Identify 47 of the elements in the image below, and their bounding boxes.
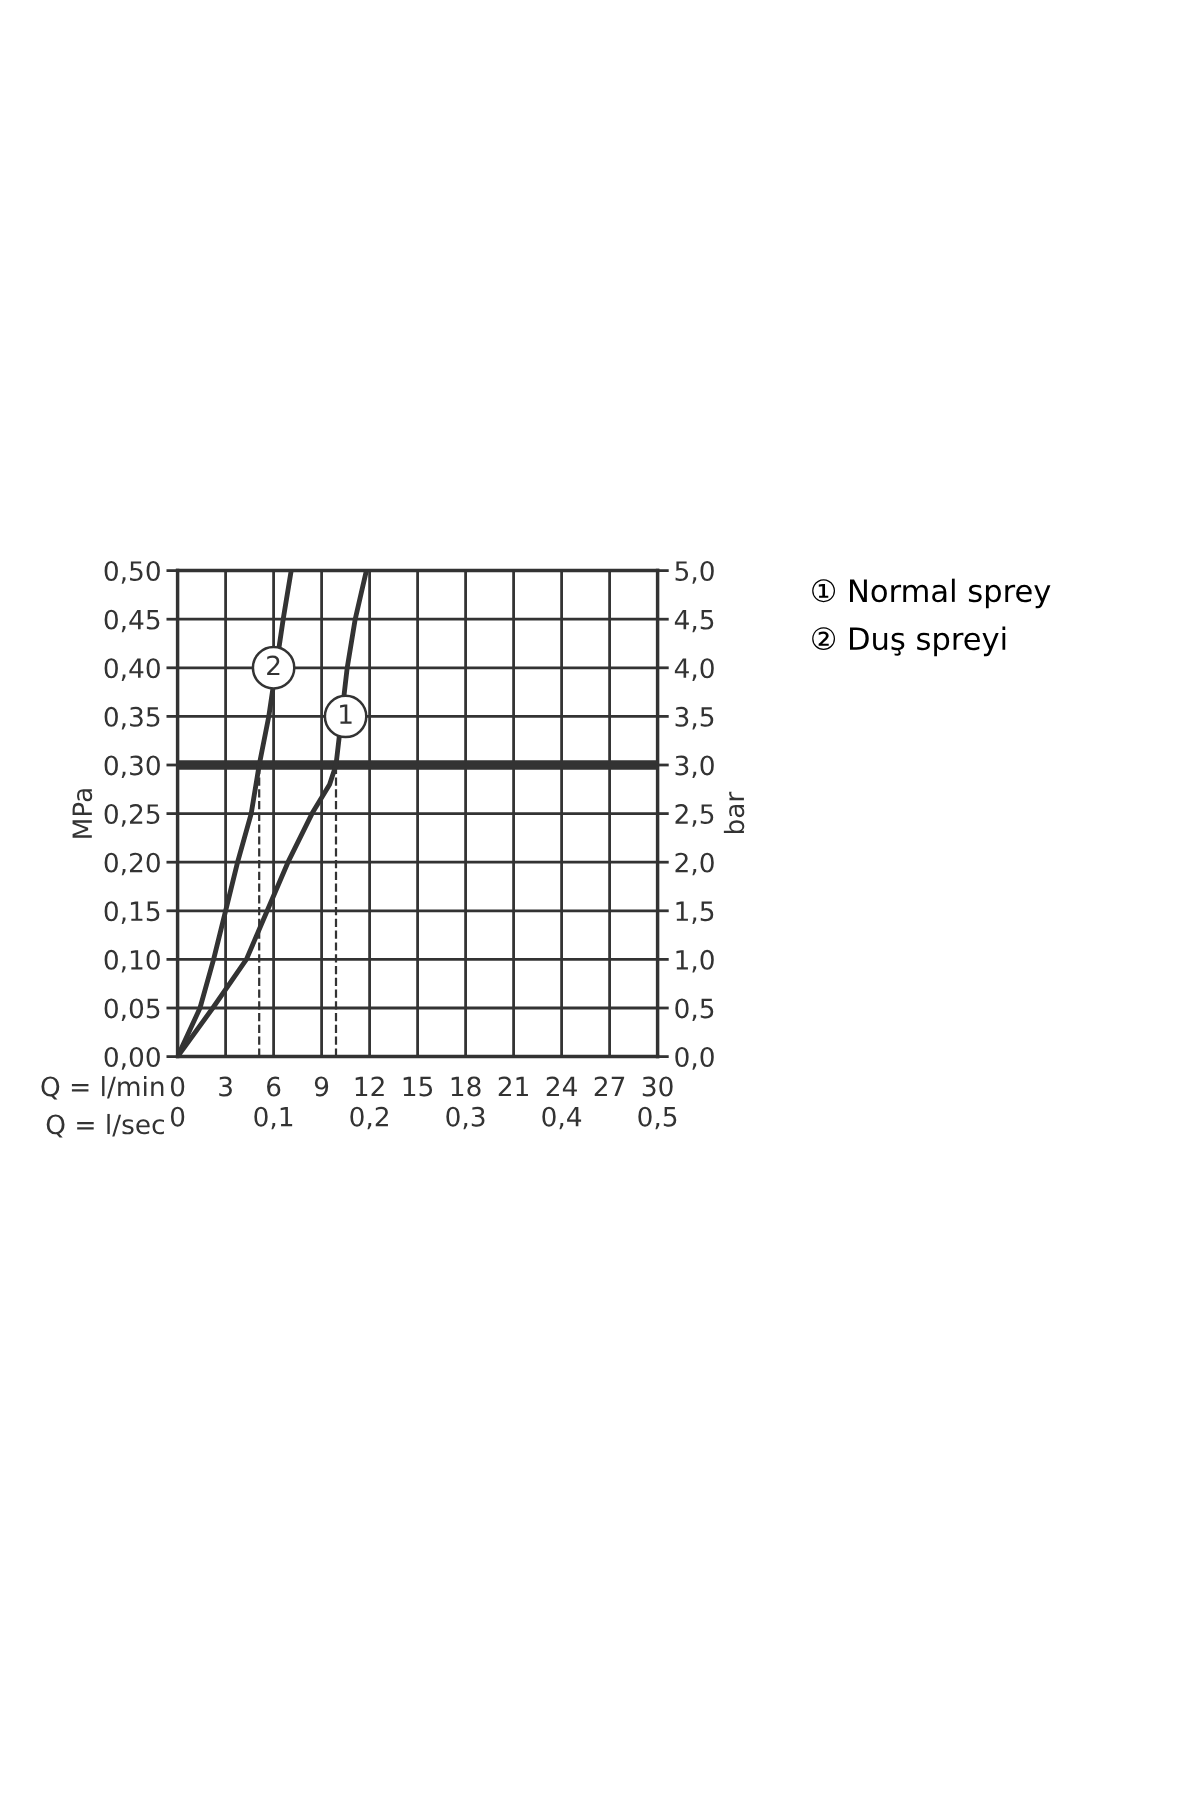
y-tick-label: 0,35 — [104, 706, 160, 730]
y-tick-label: 0,40 — [104, 658, 160, 681]
text: ① Normal sprey — [812, 578, 1051, 609]
y2-tick-label: 1,5 — [676, 901, 714, 924]
y-tick-label: 0,45 — [104, 609, 160, 633]
x-tick-label: 15 — [403, 1076, 433, 1097]
y-axis-title: MPa — [72, 789, 93, 838]
y2-tick-label: 3,0 — [675, 755, 714, 779]
y2-tick-label: 3,5 — [675, 706, 714, 730]
y2-tick-label: 4,5 — [674, 609, 714, 633]
y-tick-label: 0,00 — [104, 1047, 160, 1070]
y-tick-label: 0,15 — [104, 901, 160, 924]
x-tick-label: 21 — [498, 1076, 528, 1097]
y2-axis-title: bar — [723, 791, 745, 834]
x2-tick-label: 0,2 — [350, 1106, 388, 1130]
x-tick-label: 0 — [170, 1076, 185, 1097]
y-tick-label: 0,20 — [104, 852, 160, 876]
y2-tick-label: 0,0 — [675, 1047, 714, 1070]
x-axis-title: Q = l/min — [41, 1076, 164, 1100]
y2-tick-label: 5,0 — [675, 561, 714, 584]
annotation: 2 — [267, 655, 280, 676]
x-tick-label: 9 — [314, 1076, 329, 1097]
x-tick-label: 18 — [451, 1076, 481, 1097]
y2-tick-label: 1,0 — [676, 949, 714, 973]
y2-tick-label: 4,0 — [674, 658, 714, 681]
x-tick-label: 6 — [267, 1076, 281, 1097]
y2-tick-label: 2,0 — [675, 852, 714, 876]
x-tick-label: 12 — [355, 1076, 384, 1097]
y-tick-label: 0,50 — [104, 561, 160, 584]
x-tick-label: 30 — [642, 1076, 673, 1097]
x2-tick-label: 0,4 — [542, 1106, 582, 1130]
y-tick-label: 0,30 — [104, 755, 160, 779]
y-tick-label: 0,25 — [104, 804, 160, 827]
x-tick-label: 27 — [594, 1076, 625, 1097]
annotation: 1 — [340, 704, 352, 724]
y-tick-label: 0,05 — [104, 998, 160, 1022]
x-tick-label: 24 — [546, 1076, 577, 1097]
y2-tick-label: 0,5 — [675, 998, 714, 1022]
y-tick-label: 0,10 — [104, 949, 160, 973]
y2-tick-label: 2,5 — [675, 804, 714, 827]
x-tick-label: 3 — [219, 1076, 232, 1097]
x2-tick-label: 0 — [170, 1106, 185, 1127]
x2-tick-label: 0,1 — [254, 1106, 293, 1130]
text: ② Duş spreyi — [812, 626, 1006, 657]
x2-tick-label: 0,3 — [446, 1106, 485, 1130]
x2-axis-title: Q = l/sec — [46, 1113, 164, 1138]
x2-tick-label: 0,5 — [638, 1106, 677, 1130]
